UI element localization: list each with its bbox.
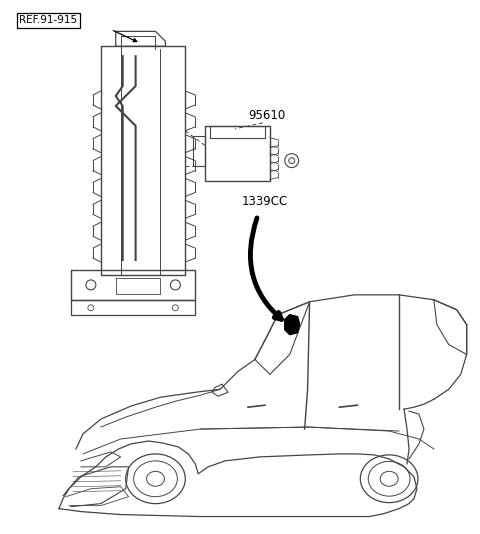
Text: REF.91-915: REF.91-915 xyxy=(19,15,77,26)
Ellipse shape xyxy=(146,472,165,486)
Ellipse shape xyxy=(368,461,410,496)
Ellipse shape xyxy=(126,454,185,504)
Ellipse shape xyxy=(360,455,418,502)
Ellipse shape xyxy=(380,472,398,486)
Text: 1339CC: 1339CC xyxy=(242,195,288,208)
Ellipse shape xyxy=(133,461,178,497)
Polygon shape xyxy=(285,315,300,335)
Text: 95610: 95610 xyxy=(248,109,285,122)
